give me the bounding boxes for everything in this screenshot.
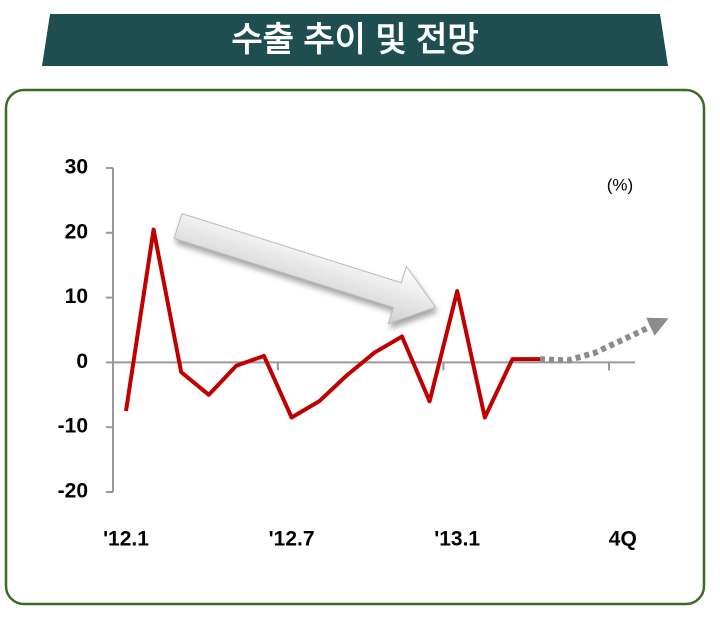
data-line: [124, 227, 540, 420]
x-tick-label: 4Q: [609, 528, 637, 551]
y-tick-label: 30: [65, 156, 88, 179]
x-tick-label: '13.1: [434, 528, 480, 551]
unit-label: (%): [607, 175, 633, 194]
y-tick-label: 20: [65, 220, 88, 243]
x-tick-label: '12.1: [103, 528, 149, 551]
title-banner: [42, 14, 668, 66]
y-tick-label: 10: [65, 285, 88, 308]
forecast-line: [539, 324, 652, 364]
x-tick-label: '12.7: [269, 528, 315, 551]
chart-title: 수출 추이 및 전망: [231, 21, 478, 59]
forecast-arrowhead: [646, 317, 669, 336]
y-tick-label: 0: [76, 350, 88, 373]
trend-arrow: [173, 212, 437, 325]
y-tick-label: -10: [58, 415, 88, 438]
y-tick-label: -20: [58, 480, 88, 503]
